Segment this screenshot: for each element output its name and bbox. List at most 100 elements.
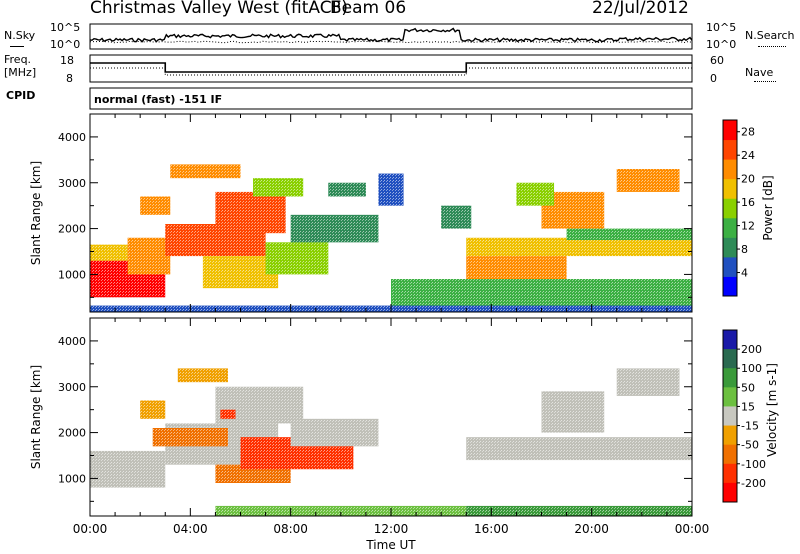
velocity-colorbar-label: 100 (741, 362, 762, 375)
velocity-colorbar-swatch (723, 463, 737, 484)
scatter-region-texture (220, 409, 236, 419)
nave-legend-line (754, 81, 776, 82)
scatter-region-texture (215, 505, 467, 516)
scatter-region-texture (170, 164, 241, 179)
noise-sky-trace (89, 27, 693, 43)
noise-and-freq-traces (89, 27, 693, 76)
nave-label: Nave (745, 66, 774, 79)
power-colorbar-label: 4 (741, 267, 748, 280)
scatter-region-texture (140, 196, 171, 215)
scatter-region-texture (466, 505, 692, 516)
velocity-heatmap (90, 368, 692, 516)
scatter-region-texture (566, 228, 692, 241)
freq-trace (90, 62, 692, 73)
colorbars: 4 8 12 16 20 24 28 Power [dB] 200 100 50 15 -15 -50 -1… (722, 119, 779, 503)
velocity-colorbar-swatch (723, 425, 737, 446)
noise-left-tick-bottom: 10^0 (50, 38, 81, 51)
power-colorbar-swatch (723, 178, 737, 199)
power-colorbar-swatch (723, 256, 737, 277)
y-tick-label: 4000 (58, 131, 86, 144)
power-colorbar-swatch (723, 276, 737, 297)
x-tick-label: 00:00 (675, 522, 710, 536)
power-colorbar-label: 12 (741, 220, 755, 233)
x-tick-label: 08:00 (273, 522, 308, 536)
y-tick-label: 1000 (58, 472, 86, 485)
scatter-region-texture (177, 368, 228, 383)
scatter-region-texture (328, 182, 366, 197)
scatter-region-texture (290, 214, 379, 243)
noise-right-tick-bottom: 10^0 (706, 38, 737, 51)
freq-left-tick-bottom: 8 (66, 72, 73, 85)
y-tick-label: 1000 (58, 268, 86, 281)
freq-unit-label: [MHz] (4, 66, 37, 79)
scatter-region-texture (152, 428, 228, 447)
axes-ticks: 1000 2000 3000 4000 Slant Range [km] 1000 2000… (29, 113, 710, 552)
beam-title: Beam 06 (330, 0, 407, 18)
power-colorbar-label: 28 (741, 126, 755, 139)
noise-left-tick-top: 10^5 (50, 21, 81, 34)
x-axis-label: Time UT (365, 538, 416, 552)
velocity-colorbar-swatch (723, 444, 737, 465)
cpid-label: CPID (6, 89, 36, 102)
x-tick-label: 00:00 (73, 522, 108, 536)
date-title: 22/Jul/2012 (592, 0, 689, 18)
power-colorbar-label: 8 (741, 243, 748, 256)
velocity-colorbar-swatch (723, 368, 737, 388)
y-axis-label: Slant Range [km] (29, 365, 43, 469)
y-axis-label: Slant Range [km] (29, 161, 43, 265)
scatter-region-texture (541, 391, 605, 433)
scatter-region-texture (265, 242, 329, 275)
power-colorbar-swatch (723, 159, 737, 180)
power-colorbar-label: 24 (741, 149, 755, 162)
noise-search-label: N.Search (745, 29, 795, 42)
scatter-region-texture (290, 418, 379, 447)
velocity-colorbar-label: 50 (741, 381, 755, 394)
velocity-colorbar-label: 15 (741, 400, 755, 413)
noise-sky-label: N.Sky (4, 29, 36, 42)
power-colorbar-swatch (723, 139, 737, 160)
cpid-mode: normal (fast) -151 IF (94, 93, 223, 106)
velocity-colorbar-label: -200 (741, 477, 766, 490)
freq-label: Freq. (4, 53, 32, 66)
noise-right-tick-top: 10^5 (706, 21, 737, 34)
power-colorbar-swatch (723, 120, 737, 141)
power-colorbar-swatch (723, 198, 737, 219)
nave-right-tick-bottom: 0 (710, 72, 717, 85)
velocity-colorbar-label: 200 (741, 343, 762, 356)
velocity-colorbar-swatch (723, 349, 737, 369)
scatter-region-texture (253, 178, 304, 197)
velocity-colorbar-swatch (723, 330, 737, 350)
y-tick-label: 3000 (58, 381, 86, 394)
velocity-colorbar-label: -100 (741, 458, 766, 471)
velocity-colorbar-label: -50 (741, 439, 759, 452)
power-colorbar-label: 20 (741, 173, 755, 186)
power-heatmap (90, 164, 692, 312)
x-tick-label: 20:00 (574, 522, 609, 536)
scatter-region-texture (90, 244, 128, 261)
x-tick-label: 12:00 (374, 522, 409, 536)
velocity-colorbar-swatch (723, 387, 737, 407)
y-tick-label: 2000 (58, 427, 86, 440)
x-tick-label: 16:00 (474, 522, 509, 536)
y-tick-label: 2000 (58, 223, 86, 236)
station-title: Christmas Valley West (fitACF) (90, 0, 349, 18)
cpid-panel-frame (89, 87, 693, 110)
scatter-region-texture (215, 191, 286, 234)
velocity-colorbar-swatch (723, 406, 737, 427)
scatter-region-texture (140, 400, 166, 419)
noise-search-legend-line (758, 46, 786, 47)
power-colorbar-title: Power [dB] (761, 175, 775, 240)
velocity-colorbar-swatch (723, 482, 737, 503)
x-tick-label: 04:00 (173, 522, 208, 536)
noise-search-trace (89, 40, 693, 44)
y-tick-label: 3000 (58, 177, 86, 190)
scatter-region-texture (378, 173, 404, 206)
velocity-colorbar-frame (722, 329, 738, 503)
scatter-region-texture (516, 182, 555, 206)
scatter-region-texture (616, 169, 680, 192)
nave-right-tick-top: 60 (710, 54, 724, 67)
scatter-region-texture (127, 237, 171, 275)
scatter-region-texture (391, 279, 692, 307)
scatter-region-texture (616, 368, 680, 396)
